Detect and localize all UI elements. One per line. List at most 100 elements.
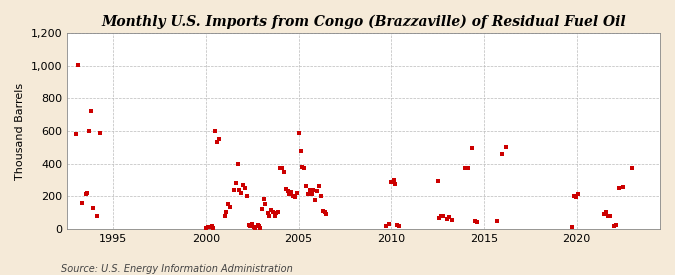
Point	[250, 226, 261, 230]
Point	[243, 223, 254, 228]
Point	[392, 223, 402, 228]
Point	[267, 210, 278, 214]
Point	[95, 130, 106, 135]
Point	[252, 223, 263, 228]
Point	[315, 194, 326, 198]
Point	[208, 226, 219, 230]
Point	[200, 226, 211, 230]
Point	[383, 222, 394, 226]
Point	[314, 184, 325, 189]
Point	[286, 190, 296, 194]
Point	[447, 218, 458, 222]
Point	[86, 109, 97, 114]
Point	[312, 189, 323, 193]
Point	[71, 132, 82, 136]
Text: Source: U.S. Energy Information Administration: Source: U.S. Energy Information Administ…	[61, 264, 292, 274]
Point	[275, 166, 286, 170]
Point	[386, 180, 397, 185]
Point	[205, 225, 215, 230]
Point	[570, 195, 581, 199]
Point	[317, 208, 328, 213]
Point	[76, 200, 87, 205]
Point	[491, 218, 502, 223]
Point	[438, 213, 449, 218]
Point	[460, 165, 471, 170]
Point	[210, 129, 221, 133]
Point	[91, 214, 102, 219]
Point	[389, 182, 400, 186]
Point	[206, 224, 217, 229]
Point	[282, 189, 293, 193]
Point	[572, 191, 583, 196]
Point	[273, 209, 284, 214]
Point	[238, 183, 248, 187]
Point	[472, 220, 483, 224]
Point	[212, 139, 223, 144]
Point	[265, 208, 276, 212]
Point	[269, 213, 280, 218]
Point	[300, 184, 311, 189]
Point	[319, 209, 330, 214]
Point	[244, 224, 255, 229]
Point	[566, 225, 577, 229]
Point	[297, 165, 308, 169]
Point	[263, 211, 273, 215]
Title: Monthly U.S. Imports from Congo (Brazzaville) of Residual Fuel Oil: Monthly U.S. Imports from Congo (Brazzav…	[101, 15, 626, 29]
Point	[82, 191, 93, 195]
Y-axis label: Thousand Barrels: Thousand Barrels	[15, 82, 25, 180]
Point	[232, 162, 243, 167]
Point	[242, 194, 252, 198]
Point	[436, 214, 447, 219]
Point	[469, 218, 480, 223]
Point	[264, 213, 275, 218]
Point	[280, 186, 291, 191]
Point	[225, 205, 236, 210]
Point	[608, 224, 619, 229]
Point	[380, 224, 391, 229]
Point	[253, 224, 264, 229]
Point	[228, 187, 239, 192]
Point	[271, 211, 282, 215]
Point	[254, 226, 265, 230]
Point	[234, 188, 245, 192]
Point	[627, 165, 638, 170]
Point	[236, 191, 246, 195]
Point	[202, 225, 213, 229]
Point	[601, 210, 612, 214]
Point	[394, 224, 404, 229]
Point	[219, 213, 230, 218]
Point	[277, 166, 288, 170]
Point	[299, 166, 310, 170]
Point	[441, 217, 452, 221]
Point	[321, 212, 332, 216]
Point	[73, 63, 84, 67]
Point	[497, 152, 508, 156]
Point	[568, 194, 579, 198]
Point	[223, 202, 234, 207]
Point	[389, 178, 400, 182]
Point	[240, 186, 250, 190]
Point	[611, 222, 622, 227]
Point	[603, 214, 614, 219]
Point	[304, 187, 315, 192]
Point	[432, 179, 443, 184]
Point	[501, 145, 512, 149]
Point	[293, 130, 304, 135]
Point	[599, 212, 610, 216]
Point	[463, 165, 474, 170]
Point	[290, 195, 300, 199]
Point	[80, 192, 91, 197]
Point	[259, 197, 270, 202]
Point	[292, 191, 302, 195]
Point	[247, 222, 258, 226]
Point	[310, 198, 321, 202]
Point	[443, 215, 454, 219]
Point	[308, 188, 319, 192]
Point	[88, 206, 99, 210]
Point	[434, 216, 445, 220]
Point	[306, 192, 317, 197]
Point	[279, 169, 290, 174]
Point	[614, 186, 624, 190]
Point	[221, 210, 232, 214]
Point	[605, 213, 616, 218]
